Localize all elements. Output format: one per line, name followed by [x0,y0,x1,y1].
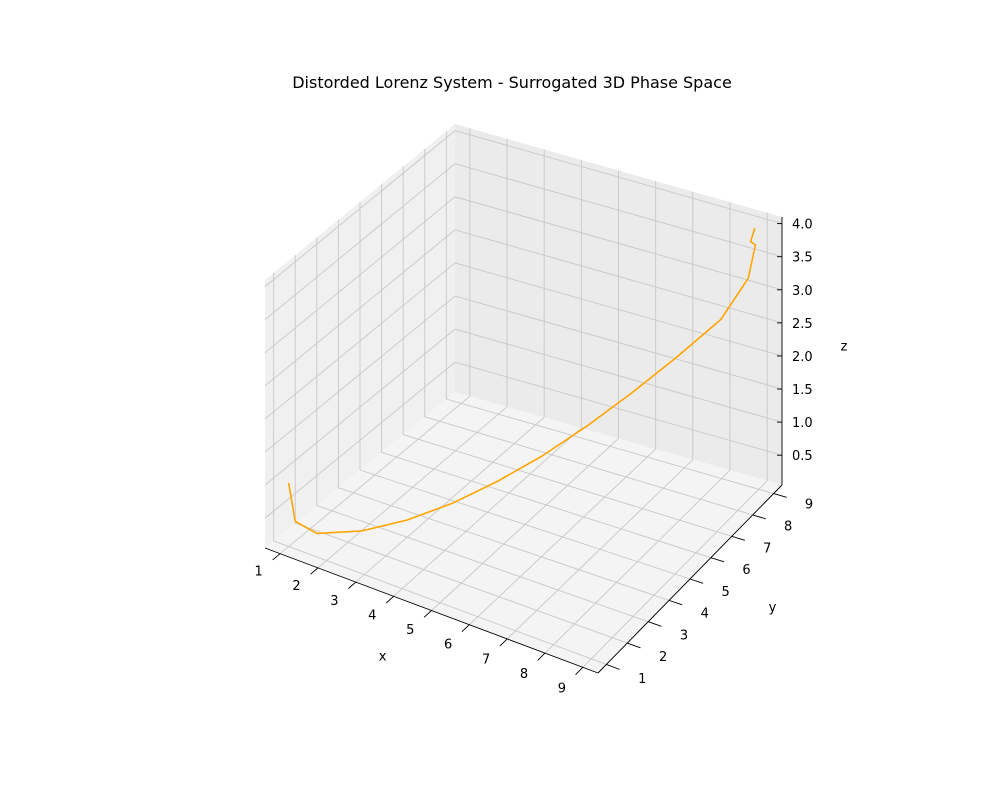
x-tick-mark [385,595,394,604]
x-tick-label: 3 [330,594,338,609]
z-tick-label: 0.5 [792,449,813,464]
series-line-0 [287,228,757,535]
x-tick-label: 5 [406,623,414,638]
z-grid-side [264,262,456,420]
y-tick-label: 4 [701,607,709,622]
x-tick-label: 8 [520,667,528,682]
y-grid-floor [316,505,649,623]
z-tick-label: 3.5 [792,251,813,266]
x-tick-label: 9 [558,682,566,697]
y-tick-mark [689,578,704,584]
z-tick-label: 1.0 [792,416,813,431]
y-tick-mark [731,535,746,541]
axis-ticks: 1234567891234567890.51.01.52.02.53.03.54… [254,217,813,697]
z-tick-label: 2.0 [792,350,813,365]
y-tick-mark [752,514,766,520]
floor-pane [265,392,782,673]
y-axis-label: y [769,600,777,615]
x-tick-mark [423,610,432,618]
z-grid-side [264,130,456,287]
y-tick-label: 5 [721,585,729,600]
y-grid-floor [381,451,712,559]
x-tick-mark [348,581,357,589]
y-grid-floor [424,416,753,516]
x-tick-mark [310,567,319,575]
x-tick-mark [537,652,546,661]
y-tick-label: 7 [763,541,771,556]
x-tick-mark [575,667,584,676]
y-grid-floor [359,469,691,580]
x-tick-label: 7 [482,652,490,667]
y-tick-mark [648,621,662,627]
y-grid-floor [338,487,670,601]
z-grid-back [454,295,783,390]
z-grid-side [264,229,456,387]
z-grid-back [454,130,783,225]
grid-lines [264,128,783,668]
z-axis-label: z [841,340,848,355]
y-tick-mark [606,664,620,670]
x-axis-line [264,547,599,674]
y-grid-floor [295,522,628,644]
y-grid-floor [446,398,774,494]
z-tick-label: 3.0 [792,284,813,299]
z-tick-label: 1.5 [792,383,813,398]
y-grid-floor [273,540,607,665]
z-grid-back [454,262,783,357]
z-grid-side [264,163,456,321]
x-tick-mark [499,638,508,647]
x-tick-label: 2 [292,579,300,594]
x-tick-label: 6 [444,638,452,653]
z-grid-back [454,196,783,291]
y-tick-mark [668,599,683,606]
y-axis-line [597,484,783,674]
x-tick-mark [272,553,281,561]
axis-panes [265,124,782,673]
y-tick-mark [773,493,787,498]
z-grid-back [454,361,783,456]
x-tick-label: 4 [368,608,376,623]
y-tick-label: 6 [742,563,750,578]
y-tick-label: 2 [659,650,667,665]
z-grid-side [264,196,456,354]
y-tick-label: 3 [680,628,688,643]
y-tick-mark [710,557,725,563]
z-grid-back [454,163,783,258]
x-axis-label: x [379,650,387,665]
y-tick-mark [627,642,641,649]
z-grid-side [264,361,456,519]
series-layer [287,228,757,535]
x-tick-mark [461,624,470,633]
y-tick-label: 8 [784,520,792,535]
chart-title: Distorded Lorenz System - Surrogated 3D … [292,73,732,92]
z-grid-side [264,295,456,453]
x-tick-label: 1 [254,565,262,580]
y-tick-label: 9 [805,498,813,513]
z-grid-back [454,229,783,324]
y-grid-floor [403,434,732,537]
y-tick-label: 1 [638,672,646,687]
z-grid-side [264,328,456,486]
z-tick-label: 4.0 [792,218,813,233]
z-grid-back [454,328,783,423]
z-tick-label: 2.5 [792,317,813,332]
